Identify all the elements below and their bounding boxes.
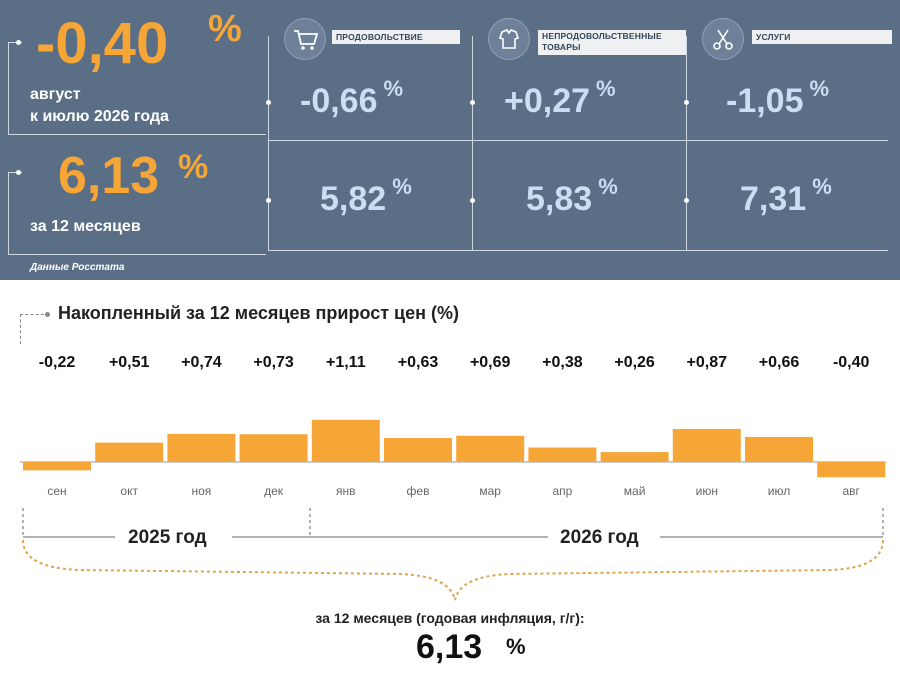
bar-июл (745, 436, 813, 462)
bar-chart (20, 419, 886, 478)
divider (8, 172, 9, 254)
month-change-label: август (30, 86, 81, 103)
divider (8, 42, 22, 43)
bar-окт (95, 442, 164, 462)
bullet-dot (45, 312, 50, 317)
bullet-dot (16, 170, 21, 175)
divider (268, 140, 888, 141)
tick-label-июл: июл (767, 484, 791, 498)
nonfood-year-value: 5,83% (526, 174, 618, 218)
bar-авг (817, 462, 886, 478)
annual-inflation-label: за 12 месяцев (годовая инфляция, г/г): (315, 610, 585, 626)
tick-label-авг: авг (842, 484, 860, 498)
tick-label-фев: фев (406, 484, 430, 498)
year-label-2026: 2026 год (560, 527, 639, 548)
bullet-dot (470, 100, 475, 105)
value-label-авг: -0,40 (832, 354, 870, 371)
category-label-services: УСЛУГИ (752, 30, 892, 44)
tick-label-ноя: ноя (191, 484, 212, 498)
divider (686, 36, 687, 250)
year-change-label: за 12 месяцев (30, 218, 141, 235)
bullet-dot (16, 40, 21, 45)
bullet-dot (266, 100, 271, 105)
bullet-dot (470, 198, 475, 203)
tick-label-янв: янв (336, 484, 356, 498)
summary-panel: -0,40 % август к июлю 2026 года 6,13 % з… (0, 0, 900, 280)
food-year-value: 5,82% (320, 174, 412, 218)
title-leader-line (20, 314, 21, 344)
bar-мар (456, 435, 525, 462)
scissors-icon (702, 18, 744, 60)
divider (472, 36, 473, 250)
year-change-value: 6,13 (58, 147, 160, 205)
year-change-percent: % (178, 148, 209, 186)
divider (8, 172, 22, 173)
value-label-июл: +0,66 (758, 354, 800, 371)
value-label-фев: +0,63 (397, 354, 439, 371)
tick-label-мар: мар (479, 484, 501, 498)
divider (8, 254, 266, 255)
shopping-cart-icon (284, 18, 326, 60)
category-label-nonfood: НЕПРОДОВОЛЬСТВЕННЫЕ ТОВАРЫ (538, 30, 686, 55)
clothing-icon (488, 18, 530, 60)
month-change-percent: % (208, 8, 242, 50)
source-note: Данные Росстата (30, 262, 125, 273)
bar-июн (672, 428, 741, 462)
value-label-окт: +0,51 (108, 354, 150, 371)
value-label-сен: -0,22 (38, 354, 76, 371)
bar-дек (239, 434, 308, 462)
tick-label-сен: сен (47, 484, 67, 498)
tick-label-май: май (623, 484, 646, 498)
bar-ноя (167, 433, 236, 462)
bar-май (600, 452, 669, 462)
divider (268, 250, 888, 251)
value-label-ноя: +0,74 (181, 354, 222, 371)
tick-label-июн: июн (695, 484, 718, 498)
annual-inflation-value: 6,13 (416, 628, 483, 666)
tick-label-дек: дек (264, 484, 284, 498)
value-label-дек: +0,73 (253, 354, 294, 371)
divider (8, 42, 9, 134)
bullet-dot (266, 198, 271, 203)
month-change-label: к июлю 2026 года (30, 108, 169, 125)
food-month-value: -0,66% (300, 76, 404, 120)
year-brackets (22, 508, 884, 601)
bullet-dot (684, 100, 689, 105)
bar-апр (528, 447, 597, 462)
value-label-июн: +0,87 (686, 354, 728, 371)
value-label-апр: +0,38 (542, 354, 583, 371)
nonfood-month-value: +0,27% (504, 76, 616, 120)
bar-фев (384, 438, 452, 462)
bar-сен (23, 462, 91, 471)
tick-label-апр: апр (552, 484, 573, 498)
chart-title: Накопленный за 12 месяцев прирост цен (%… (58, 303, 459, 323)
value-label-май: +0,26 (614, 354, 655, 371)
value-label-янв: +1,11 (325, 354, 366, 371)
annual-inflation-percent: % (506, 634, 526, 659)
services-month-value: -1,05% (726, 76, 830, 120)
tick-label-окт: окт (120, 484, 138, 498)
bullet-dot (684, 198, 689, 203)
services-year-value: 7,31% (740, 174, 832, 218)
value-label-мар: +0,69 (469, 354, 511, 371)
title-leader-line (20, 314, 44, 315)
divider (268, 36, 269, 250)
month-change-value: -0,40 (36, 11, 169, 76)
divider (8, 134, 266, 135)
year-label-2025: 2025 год (128, 527, 207, 548)
bar-янв (311, 419, 380, 462)
category-label-food: ПРОДОВОЛЬСТВИЕ (332, 30, 460, 44)
